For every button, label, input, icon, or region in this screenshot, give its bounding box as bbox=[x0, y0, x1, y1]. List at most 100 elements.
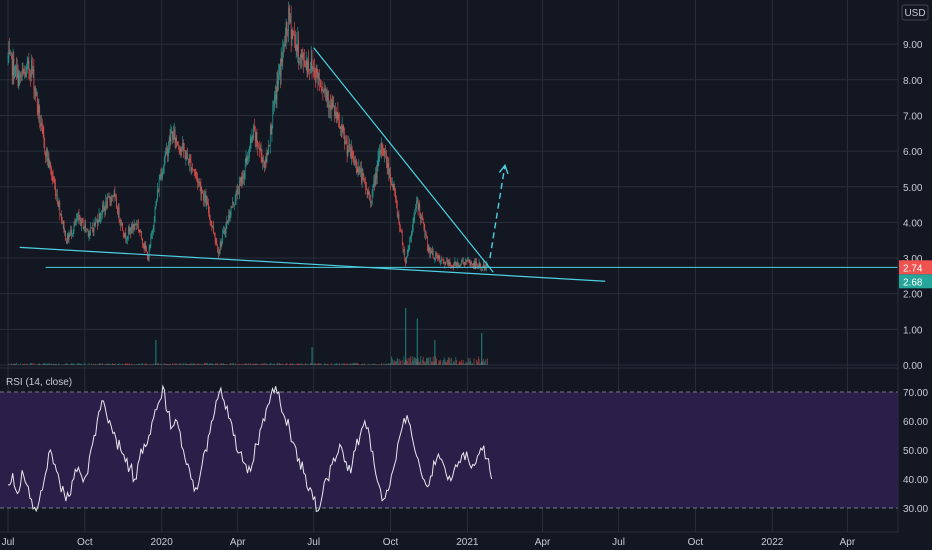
candle-body bbox=[30, 73, 31, 77]
volume-bar bbox=[334, 363, 336, 365]
rsi-line[interactable] bbox=[7, 384, 493, 513]
volume-bar bbox=[109, 363, 111, 365]
volume-bar bbox=[50, 364, 52, 365]
volume-bar bbox=[396, 357, 398, 365]
volume-bar bbox=[371, 364, 373, 365]
projection-arrow[interactable] bbox=[489, 165, 506, 259]
candle-body bbox=[49, 162, 51, 168]
candle-body bbox=[136, 224, 137, 226]
projection-arrowhead-icon[interactable] bbox=[498, 163, 509, 175]
candle-body bbox=[210, 221, 212, 223]
candle-body bbox=[417, 199, 419, 210]
candle-body bbox=[362, 173, 364, 175]
candlestick-series[interactable] bbox=[7, 1, 488, 272]
candle-body bbox=[380, 150, 381, 155]
candle-body bbox=[131, 224, 132, 233]
candle-body bbox=[401, 230, 402, 232]
candle-body bbox=[125, 233, 127, 240]
candle-body bbox=[25, 71, 26, 77]
candle-body bbox=[165, 148, 167, 156]
candle-body bbox=[84, 224, 86, 228]
volume-bar bbox=[179, 362, 181, 365]
volume-bar bbox=[234, 363, 236, 365]
volume-bar bbox=[160, 363, 162, 365]
volume-bar bbox=[429, 364, 431, 365]
candle-body bbox=[209, 215, 211, 222]
candle-body bbox=[478, 262, 480, 267]
volume-bar bbox=[65, 363, 67, 365]
volume-bar bbox=[36, 364, 38, 365]
candle-body bbox=[119, 219, 121, 222]
candle-body bbox=[471, 262, 472, 265]
volume-bar bbox=[477, 356, 479, 365]
candle-body bbox=[247, 158, 249, 161]
candle-body bbox=[442, 259, 443, 261]
candle-body bbox=[352, 158, 354, 160]
volume-bar bbox=[395, 361, 397, 365]
candle-body bbox=[97, 221, 99, 225]
candle-body bbox=[188, 158, 189, 165]
price-tick-label: 2.00 bbox=[903, 290, 923, 301]
candle-body bbox=[422, 218, 424, 223]
candle-body bbox=[214, 236, 216, 241]
volume-bar bbox=[416, 359, 417, 365]
support-trendline[interactable] bbox=[19, 246, 606, 282]
candle-body bbox=[479, 262, 481, 266]
volume-bar bbox=[78, 363, 80, 365]
candle-body bbox=[9, 49, 10, 54]
resistance-trendline[interactable] bbox=[313, 47, 494, 273]
volume-bar bbox=[327, 364, 329, 365]
candle-body bbox=[316, 68, 318, 74]
rsi-tick-label: 40.00 bbox=[903, 475, 928, 486]
candle-body bbox=[428, 247, 430, 252]
rsi-indicator-title[interactable]: RSI (14, close) bbox=[6, 377, 72, 388]
volume-bars bbox=[7, 307, 488, 365]
volume-bar bbox=[44, 362, 46, 365]
volume-bar bbox=[214, 363, 216, 365]
candle-body bbox=[271, 126, 273, 135]
candle-body bbox=[27, 60, 29, 64]
candle-body bbox=[121, 222, 122, 226]
candle-body bbox=[163, 162, 165, 167]
volume-bar bbox=[471, 363, 473, 365]
candle-body bbox=[79, 215, 81, 221]
volume-bar bbox=[303, 364, 305, 365]
candle-body bbox=[290, 16, 291, 22]
candle-body bbox=[477, 265, 478, 267]
volume-bar bbox=[437, 363, 439, 365]
volume-bar bbox=[164, 364, 166, 365]
candle-body bbox=[346, 142, 348, 156]
candle-body bbox=[222, 232, 223, 240]
volume-bar bbox=[279, 363, 281, 365]
volume-bar bbox=[246, 363, 248, 365]
volume-bar bbox=[56, 363, 57, 365]
volume-bar bbox=[325, 364, 327, 365]
time-axis[interactable]: Jul Oct 2020 Apr Jul Oct 2021 Apr Jul Oct 2022 Apr bbox=[2, 537, 856, 548]
candle-body bbox=[48, 158, 50, 168]
volume-bar bbox=[255, 363, 257, 365]
volume-bar bbox=[390, 363, 392, 365]
candle-body bbox=[440, 260, 441, 262]
candle-body bbox=[15, 65, 16, 77]
candle-body bbox=[209, 212, 210, 216]
volume-bar bbox=[293, 364, 295, 365]
volume-bar bbox=[277, 363, 279, 365]
trendline-drawings[interactable] bbox=[19, 47, 898, 282]
rsi-axis[interactable]: 30.00 40.00 50.00 60.00 70.00 bbox=[903, 388, 928, 515]
candle-body bbox=[44, 139, 46, 152]
volume-bar bbox=[350, 363, 351, 365]
volume-bar bbox=[22, 363, 24, 365]
candle-body bbox=[410, 237, 411, 240]
candle-body bbox=[66, 240, 67, 244]
candle-body bbox=[312, 67, 314, 69]
volume-bar bbox=[458, 361, 460, 365]
volume-bar bbox=[451, 357, 453, 365]
price-axis[interactable]: 0.00 1.00 2.00 3.00 4.00 5.00 6.00 7.00 8.00 9.00 bbox=[903, 40, 923, 372]
candle-body bbox=[396, 203, 398, 216]
currency-badge[interactable] bbox=[901, 4, 929, 21]
volume-bar bbox=[199, 363, 201, 365]
volume-bar bbox=[428, 357, 430, 365]
candle-body bbox=[26, 66, 27, 77]
volume-bar bbox=[28, 364, 30, 365]
